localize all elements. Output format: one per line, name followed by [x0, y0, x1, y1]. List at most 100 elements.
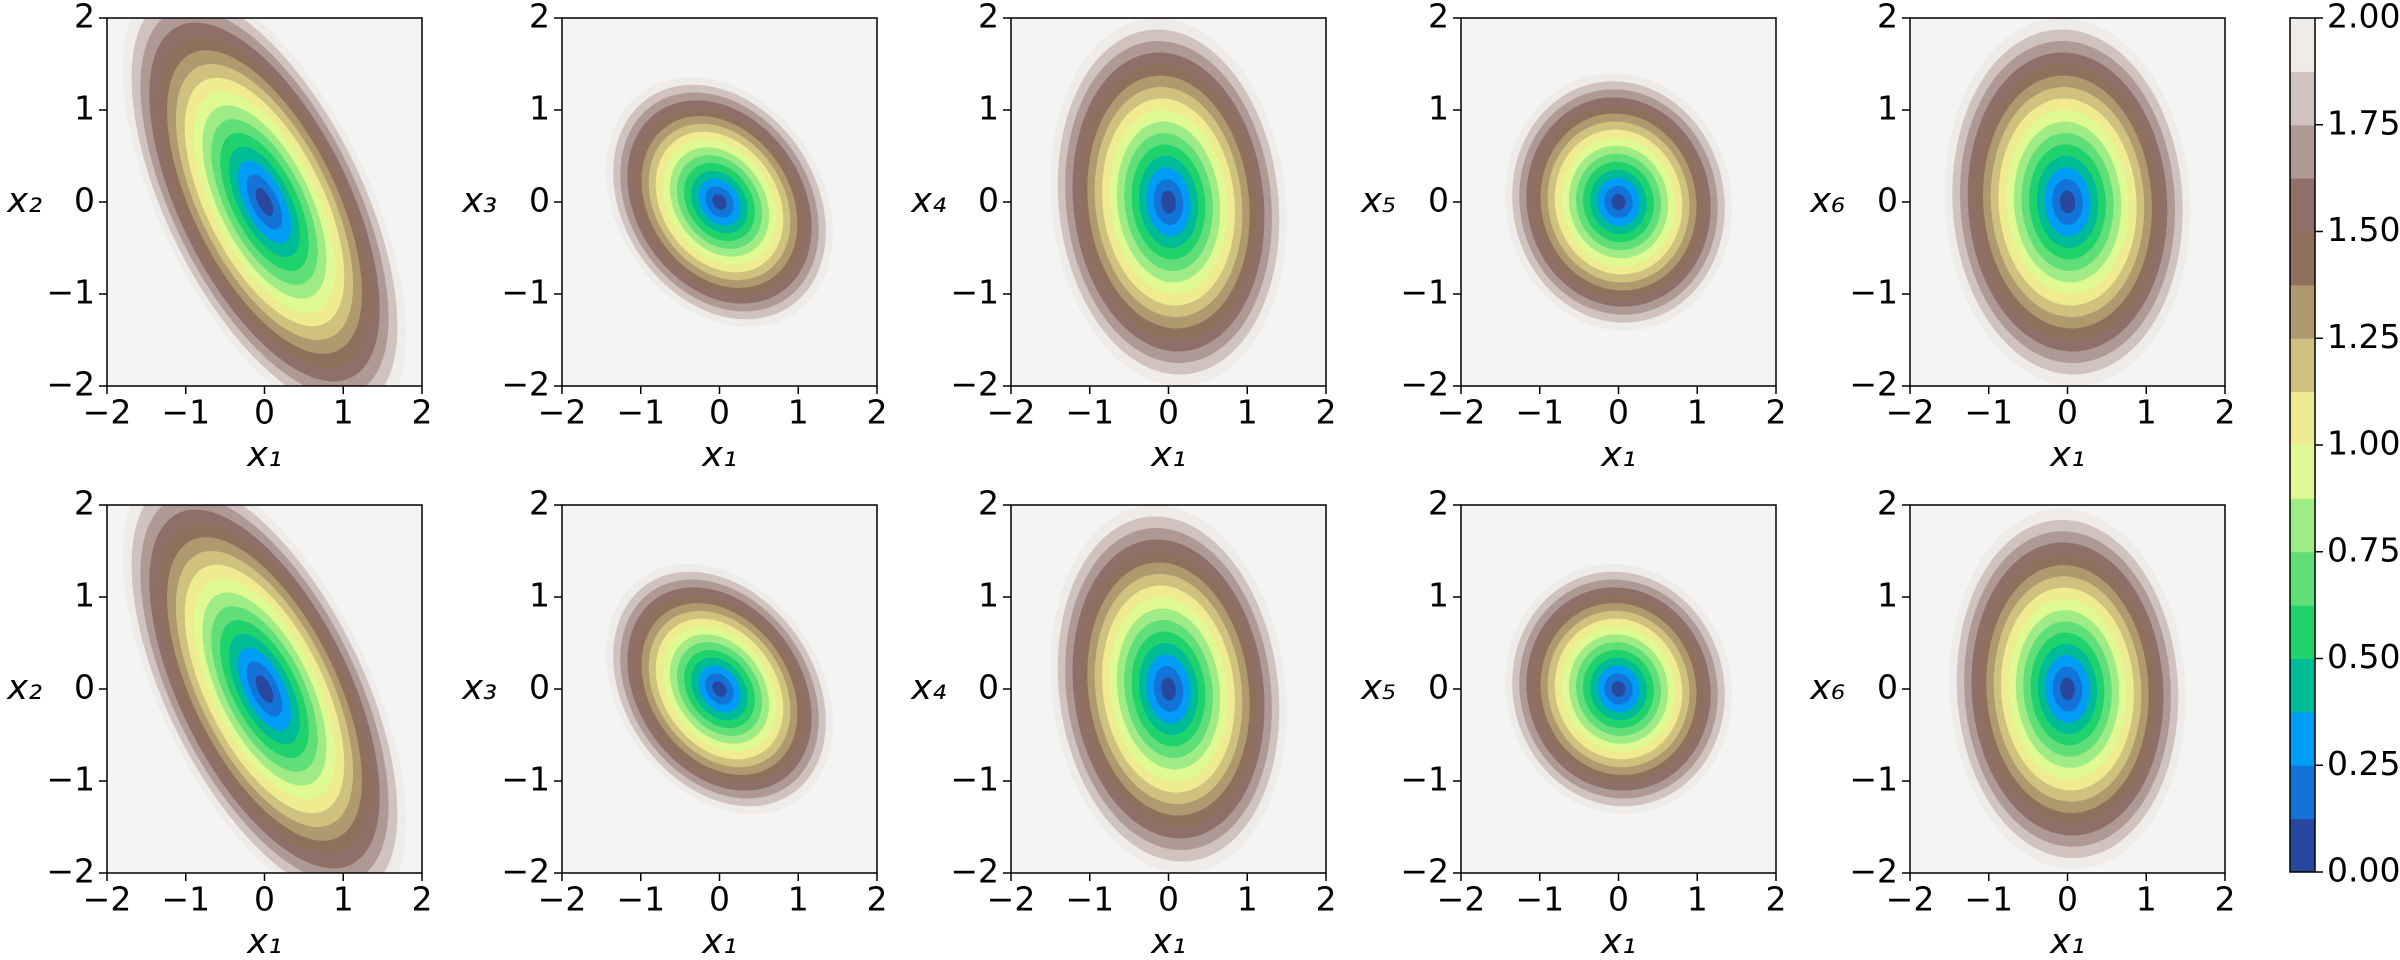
x-tick-label: −2 — [1886, 393, 1935, 432]
colorbar-band — [2290, 391, 2315, 446]
y-tick-label: 1 — [529, 576, 550, 615]
y-axis-label: x₆ — [1809, 181, 1845, 221]
x-tick-label: 1 — [1237, 393, 1258, 432]
y-tick-label: 0 — [529, 181, 550, 220]
y-tick-label: 0 — [978, 181, 999, 220]
y-tick-label: 1 — [1428, 576, 1449, 615]
contour-group — [122, 18, 407, 386]
contour-group — [1050, 18, 1287, 386]
y-axis-label: x₅ — [1360, 181, 1396, 221]
colorbar-band — [2290, 284, 2315, 339]
x-tick-label: 2 — [1316, 880, 1337, 919]
y-tick-label: −1 — [46, 760, 95, 799]
x-tick-label: 1 — [788, 880, 809, 919]
x-tick-label: −1 — [1964, 393, 2013, 432]
contour-group — [1505, 73, 1732, 331]
x-tick-label: −2 — [987, 880, 1036, 919]
y-tick-label: 0 — [1877, 181, 1898, 220]
x-tick-label: −1 — [161, 393, 210, 432]
x-tick-label: 0 — [1608, 880, 1629, 919]
x-tick-label: 2 — [867, 880, 888, 919]
y-tick-label: 0 — [74, 181, 95, 220]
contour-band — [712, 194, 727, 210]
y-tick-label: 2 — [1428, 0, 1449, 36]
contour-band — [1161, 677, 1176, 701]
colorbar-band — [2290, 71, 2315, 126]
y-axis-label: x₄ — [910, 181, 946, 221]
x-axis-label: x₁ — [246, 922, 282, 960]
colorbar-band — [2290, 711, 2315, 766]
colorbar-tick-label: 0.25 — [2327, 744, 2400, 783]
x-tick-label: −1 — [1964, 880, 2013, 919]
x-tick-label: 2 — [2215, 393, 2236, 432]
x-tick-label: −2 — [83, 880, 132, 919]
y-tick-label: 2 — [978, 484, 999, 523]
colorbar-band — [2290, 498, 2315, 553]
contour-group — [606, 76, 833, 328]
y-tick-label: 1 — [1877, 89, 1898, 128]
contour-band — [1611, 193, 1626, 211]
y-tick-label: −1 — [46, 273, 95, 312]
y-tick-label: 2 — [1877, 484, 1898, 523]
colorbar-tick-label: 1.50 — [2327, 210, 2400, 249]
y-axis-label: x₂ — [6, 668, 42, 708]
y-tick-label: 0 — [1428, 181, 1449, 220]
y-tick-label: −1 — [501, 273, 550, 312]
colorbar-tick-label: 0.00 — [2327, 851, 2400, 890]
y-tick-label: −2 — [1400, 365, 1449, 404]
contour-group — [1944, 18, 2191, 386]
contour-band — [1161, 190, 1176, 214]
contour-band — [712, 681, 727, 697]
contour-band — [2060, 677, 2075, 701]
y-tick-label: 1 — [74, 89, 95, 128]
colorbar-band — [2290, 765, 2315, 820]
colorbar-band — [2290, 818, 2315, 873]
plot-area — [1910, 18, 2225, 386]
y-tick-label: −2 — [950, 365, 999, 404]
contour-band — [1611, 681, 1626, 697]
y-axis-label: x₄ — [910, 668, 946, 708]
y-axis-label: x₅ — [1360, 668, 1396, 708]
x-tick-label: −1 — [616, 393, 665, 432]
x-tick-label: −2 — [538, 880, 587, 919]
colorbar-band — [2290, 445, 2315, 499]
plot-area — [1461, 18, 1776, 386]
colorbar-tick-label: 0.50 — [2327, 637, 2400, 676]
y-tick-label: 2 — [1428, 484, 1449, 523]
y-tick-label: −2 — [501, 852, 550, 891]
colorbar-tick-label: 1.25 — [2327, 317, 2400, 356]
contour-group — [1949, 508, 2186, 870]
x-tick-label: −2 — [987, 393, 1036, 432]
y-tick-label: 1 — [978, 576, 999, 615]
x-tick-label: −1 — [616, 880, 665, 919]
x-tick-label: 1 — [1687, 880, 1708, 919]
x-axis-label: x₁ — [1600, 922, 1636, 960]
colorbar-band — [2290, 605, 2315, 659]
colorbar-band — [2290, 551, 2315, 606]
y-tick-label: 1 — [978, 89, 999, 128]
x-tick-label: 1 — [788, 393, 809, 432]
colorbar-tick-label: 0.75 — [2327, 530, 2400, 569]
x-axis-label: x₁ — [2049, 922, 2085, 960]
x-tick-label: 2 — [2215, 880, 2236, 919]
y-tick-label: 2 — [978, 0, 999, 36]
colorbar-band — [2290, 178, 2315, 232]
y-tick-label: −1 — [950, 760, 999, 799]
y-tick-label: 0 — [74, 668, 95, 707]
x-axis-label: x₁ — [2049, 435, 2085, 475]
x-tick-label: −2 — [1437, 393, 1486, 432]
x-tick-label: 2 — [1766, 393, 1787, 432]
x-tick-label: 0 — [1158, 880, 1179, 919]
x-tick-label: 0 — [254, 880, 275, 919]
x-tick-label: 0 — [709, 393, 730, 432]
x-tick-label: −1 — [1065, 393, 1114, 432]
contour-group — [122, 505, 407, 873]
x-axis-label: x₁ — [701, 922, 737, 960]
x-tick-label: 2 — [412, 393, 433, 432]
plot-area — [107, 505, 422, 873]
y-tick-label: −2 — [1400, 852, 1449, 891]
x-tick-label: 1 — [2136, 880, 2157, 919]
x-tick-label: −1 — [161, 880, 210, 919]
x-tick-label: 2 — [1766, 880, 1787, 919]
